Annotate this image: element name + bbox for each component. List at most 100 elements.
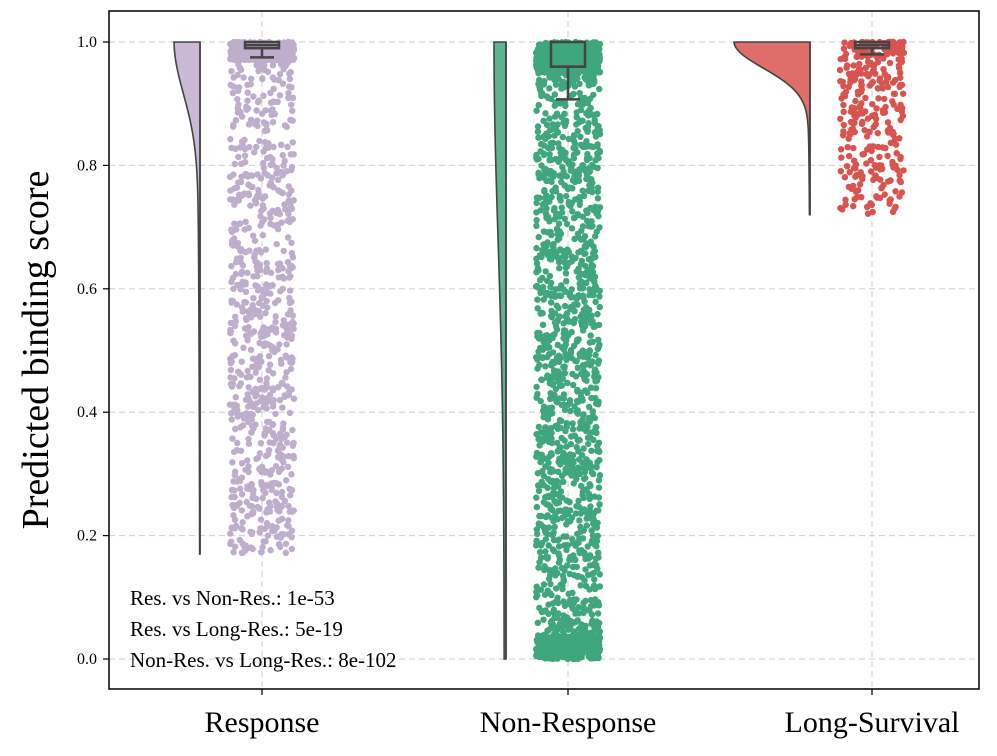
rain-point	[542, 336, 549, 343]
rain-point	[596, 472, 604, 479]
rain-point	[539, 429, 546, 436]
rain-point	[264, 532, 271, 539]
rain-point	[590, 143, 597, 151]
rain-point	[275, 209, 283, 216]
rain-point	[549, 139, 557, 146]
rain-point	[263, 509, 270, 516]
rain-point	[591, 116, 598, 124]
rain-point	[247, 398, 254, 406]
rain-point	[893, 150, 900, 157]
rain-point	[257, 516, 265, 523]
rain-point	[278, 515, 286, 522]
rain-point	[558, 209, 566, 216]
rain-point	[277, 61, 285, 68]
rain-point	[546, 151, 553, 158]
rain-point	[260, 486, 267, 493]
rain-point	[538, 92, 545, 100]
rain-point	[552, 286, 559, 293]
rain-point	[263, 405, 270, 412]
rain-point	[557, 292, 564, 299]
rain-point	[227, 530, 234, 537]
rain-point	[548, 450, 555, 457]
rain-point	[588, 69, 595, 76]
rain-point	[881, 95, 888, 103]
rain-point	[551, 523, 558, 531]
rain-point	[554, 439, 561, 447]
rain-point	[576, 651, 583, 659]
rain-point	[232, 425, 239, 433]
rain-point	[540, 616, 547, 623]
rain-point	[285, 517, 292, 524]
rain-point	[284, 463, 292, 470]
rain-point	[578, 270, 585, 278]
rain-point	[583, 420, 591, 427]
rain-point	[840, 45, 848, 52]
rain-point	[590, 163, 597, 170]
rain-point	[259, 232, 267, 239]
rain-point	[585, 464, 593, 471]
rain-point	[587, 652, 595, 659]
rain-point	[851, 112, 858, 119]
rain-point	[287, 151, 294, 158]
p-value-annotation: Res. vs Non-Res.: 1e-53	[130, 586, 335, 610]
p-value-annotation: Res. vs Long-Res.: 5e-19	[130, 617, 343, 641]
rain-point	[837, 168, 844, 175]
rain-point	[872, 115, 880, 123]
rain-point	[250, 328, 258, 335]
rain-point	[896, 64, 903, 72]
rain-point	[285, 183, 292, 190]
rain-point	[594, 65, 601, 73]
rain-point	[584, 543, 591, 550]
rain-point	[856, 181, 864, 188]
rain-point	[242, 218, 249, 225]
rain-point	[285, 453, 293, 460]
rain-point	[585, 414, 592, 422]
rain-point	[899, 90, 907, 97]
rain-point	[269, 74, 277, 81]
rain-point	[534, 305, 541, 312]
rain-point	[586, 481, 593, 488]
rain-point	[845, 70, 853, 78]
rain-point	[880, 55, 887, 62]
rain-point	[534, 619, 541, 626]
rain-point	[232, 394, 239, 401]
rain-point	[574, 617, 581, 624]
rain-point	[244, 269, 251, 276]
rain-point	[537, 586, 545, 593]
rain-point	[563, 278, 570, 285]
rain-point	[890, 101, 897, 108]
rain-point	[290, 197, 297, 204]
rain-point	[574, 230, 582, 238]
rain-point	[880, 181, 887, 189]
rain-point	[555, 304, 562, 312]
rain-point	[539, 354, 546, 362]
rain-point	[581, 577, 588, 584]
rain-point	[279, 404, 286, 411]
rain-point	[259, 543, 266, 551]
rain-point	[543, 192, 550, 199]
rain-point	[285, 59, 292, 66]
rain-point	[584, 209, 591, 217]
rain-point	[254, 406, 262, 414]
rain-point	[556, 265, 563, 272]
rain-point	[234, 55, 241, 62]
rain-point	[249, 510, 257, 517]
rain-point	[592, 253, 599, 261]
p-value-annotation: Non-Res. vs Long-Res.: 8e-102	[130, 648, 397, 672]
rain-point	[254, 99, 262, 106]
rain-point	[555, 235, 562, 243]
rain-point	[837, 115, 844, 123]
rain-point	[279, 40, 287, 48]
x-tick-label: Non-Response	[480, 706, 657, 739]
rain-point	[595, 602, 603, 609]
rain-point	[590, 561, 597, 569]
rain-point	[544, 341, 551, 349]
rain-point	[249, 363, 256, 370]
rain-point	[542, 200, 549, 207]
rain-point	[237, 286, 244, 293]
rain-point	[235, 153, 242, 161]
rain-point	[580, 236, 587, 243]
rain-point	[244, 97, 251, 104]
rain-point	[581, 242, 589, 250]
rain-point	[236, 477, 244, 485]
